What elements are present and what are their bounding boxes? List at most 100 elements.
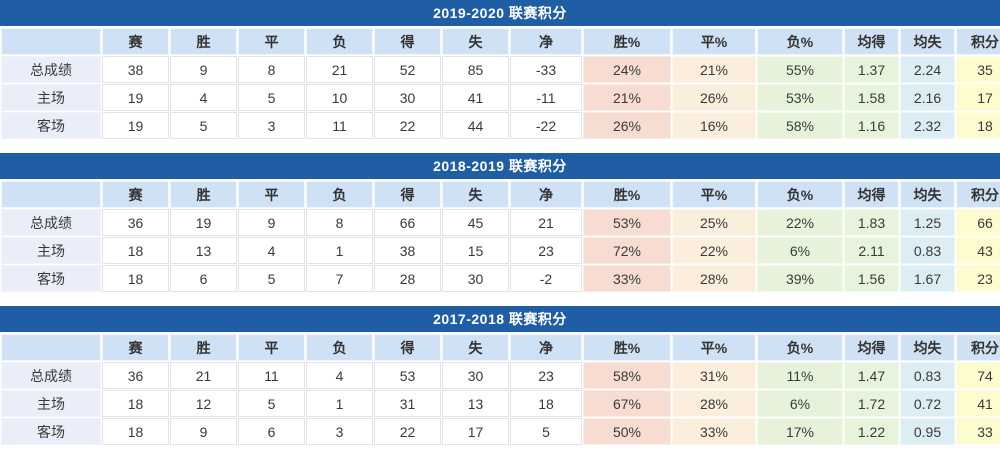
cell-avg-for: 1.56 bbox=[844, 265, 899, 292]
column-header-avg-against: 均失 bbox=[900, 28, 955, 55]
cell-wins: 13 bbox=[170, 237, 237, 264]
table-row-away: 客场 18 6 5 7 28 30 -2 33% 28% 39% 1.56 1.67 23 bbox=[1, 265, 1000, 292]
cell-draws: 5 bbox=[238, 265, 305, 292]
cell-draw-pct: 28% bbox=[672, 390, 756, 417]
cell-points: 66 bbox=[956, 209, 1000, 236]
column-header-row-label bbox=[1, 181, 101, 208]
column-header-goal-diff: 净 bbox=[510, 334, 582, 361]
cell-avg-for: 1.58 bbox=[844, 84, 899, 111]
cell-avg-against: 2.24 bbox=[900, 56, 955, 83]
cell-win-pct: 26% bbox=[583, 112, 671, 139]
cell-wins: 19 bbox=[170, 209, 237, 236]
cell-goals-for: 30 bbox=[374, 84, 441, 111]
cell-draws: 8 bbox=[238, 56, 305, 83]
cell-goal-diff: -11 bbox=[510, 84, 582, 111]
column-header-goal-diff: 净 bbox=[510, 181, 582, 208]
cell-avg-for: 1.16 bbox=[844, 112, 899, 139]
cell-wins: 12 bbox=[170, 390, 237, 417]
column-header-goals-for: 得 bbox=[374, 181, 441, 208]
cell-win-pct: 50% bbox=[583, 418, 671, 445]
cell-losses: 8 bbox=[306, 209, 373, 236]
column-header-win-pct: 胜% bbox=[583, 334, 671, 361]
cell-goal-diff: 23 bbox=[510, 237, 582, 264]
cell-draw-pct: 31% bbox=[672, 362, 756, 389]
cell-goal-diff: -22 bbox=[510, 112, 582, 139]
cell-draw-pct: 16% bbox=[672, 112, 756, 139]
cell-goal-diff: -2 bbox=[510, 265, 582, 292]
column-header-win-pct: 胜% bbox=[583, 28, 671, 55]
row-label: 客场 bbox=[1, 418, 101, 445]
column-header-wins: 胜 bbox=[170, 334, 237, 361]
row-label: 主场 bbox=[1, 84, 101, 111]
cell-loss-pct: 6% bbox=[757, 237, 843, 264]
cell-draw-pct: 21% bbox=[672, 56, 756, 83]
column-header-goals-for: 得 bbox=[374, 334, 441, 361]
column-header-loss-pct: 负% bbox=[757, 334, 843, 361]
cell-matches: 18 bbox=[102, 265, 169, 292]
column-header-row-label bbox=[1, 28, 101, 55]
table-row-total: 总成绩 36 21 11 4 53 30 23 58% 31% 11% 1.47 0.83 74 bbox=[1, 362, 1000, 389]
column-header-wins: 胜 bbox=[170, 181, 237, 208]
cell-loss-pct: 22% bbox=[757, 209, 843, 236]
cell-win-pct: 53% bbox=[583, 209, 671, 236]
cell-draws: 5 bbox=[238, 84, 305, 111]
column-header-avg-against: 均失 bbox=[900, 181, 955, 208]
column-header-goals-against: 失 bbox=[442, 181, 509, 208]
cell-goal-diff: 5 bbox=[510, 418, 582, 445]
column-header-losses: 负 bbox=[306, 334, 373, 361]
cell-avg-against: 2.16 bbox=[900, 84, 955, 111]
column-header-losses: 负 bbox=[306, 181, 373, 208]
cell-matches: 18 bbox=[102, 418, 169, 445]
cell-draws: 9 bbox=[238, 209, 305, 236]
column-header-avg-for: 均得 bbox=[844, 181, 899, 208]
cell-avg-for: 1.72 bbox=[844, 390, 899, 417]
column-header-points: 积分 bbox=[956, 28, 1000, 55]
cell-win-pct: 21% bbox=[583, 84, 671, 111]
cell-goals-for: 31 bbox=[374, 390, 441, 417]
column-header-loss-pct: 负% bbox=[757, 28, 843, 55]
cell-draw-pct: 33% bbox=[672, 418, 756, 445]
cell-points: 17 bbox=[956, 84, 1000, 111]
season-title: 2018-2019 联赛积分 bbox=[0, 153, 1000, 179]
table-row-home: 主场 19 4 5 10 30 41 -11 21% 26% 53% 1.58 2.16 17 bbox=[1, 84, 1000, 111]
cell-goals-for: 22 bbox=[374, 112, 441, 139]
cell-losses: 11 bbox=[306, 112, 373, 139]
cell-goals-against: 17 bbox=[442, 418, 509, 445]
cell-goals-against: 85 bbox=[442, 56, 509, 83]
column-header-draw-pct: 平% bbox=[672, 28, 756, 55]
column-header-draws: 平 bbox=[238, 334, 305, 361]
column-header-matches: 赛 bbox=[102, 334, 169, 361]
cell-avg-against: 1.25 bbox=[900, 209, 955, 236]
cell-points: 35 bbox=[956, 56, 1000, 83]
cell-win-pct: 24% bbox=[583, 56, 671, 83]
cell-matches: 36 bbox=[102, 209, 169, 236]
cell-win-pct: 33% bbox=[583, 265, 671, 292]
table-row-home: 主场 18 13 4 1 38 15 23 72% 22% 6% 2.11 0.83 43 bbox=[1, 237, 1000, 264]
cell-goals-against: 30 bbox=[442, 362, 509, 389]
cell-points: 74 bbox=[956, 362, 1000, 389]
cell-losses: 7 bbox=[306, 265, 373, 292]
row-label: 客场 bbox=[1, 265, 101, 292]
cell-matches: 19 bbox=[102, 84, 169, 111]
column-header-row: 赛胜平负得失净胜% 平% 负% 均得 均失 积分 bbox=[1, 181, 1000, 208]
cell-loss-pct: 39% bbox=[757, 265, 843, 292]
cell-loss-pct: 55% bbox=[757, 56, 843, 83]
column-header-row-label bbox=[1, 334, 101, 361]
column-header-draw-pct: 平% bbox=[672, 334, 756, 361]
table-row-total: 总成绩 36 19 9 8 66 45 21 53% 25% 22% 1.83 1.25 66 bbox=[1, 209, 1000, 236]
table-row-total: 总成绩 38 9 8 21 52 85 -33 24% 21% 55% 1.37 2.24 35 bbox=[1, 56, 1000, 83]
cell-draws: 5 bbox=[238, 390, 305, 417]
column-header-avg-for: 均得 bbox=[844, 334, 899, 361]
cell-win-pct: 72% bbox=[583, 237, 671, 264]
cell-wins: 5 bbox=[170, 112, 237, 139]
season-table-section: 2019-2020 联赛积分赛胜平负得失净胜% 平% 负% 均得 均失 积分 总成绩 38 9 8… bbox=[0, 0, 1000, 140]
stats-table: 赛胜平负得失净胜% 平% 负% 均得 均失 积分 总成绩 36 21 11 4 53 30 23 58% 31… bbox=[0, 333, 1000, 446]
row-label: 客场 bbox=[1, 112, 101, 139]
column-header-draws: 平 bbox=[238, 28, 305, 55]
cell-avg-for: 1.47 bbox=[844, 362, 899, 389]
cell-goals-against: 45 bbox=[442, 209, 509, 236]
cell-avg-against: 0.83 bbox=[900, 362, 955, 389]
cell-matches: 36 bbox=[102, 362, 169, 389]
season-table-section: 2018-2019 联赛积分赛胜平负得失净胜% 平% 负% 均得 均失 积分 总成绩 36 19… bbox=[0, 153, 1000, 293]
season-table-section: 2017-2018 联赛积分赛胜平负得失净胜% 平% 负% 均得 均失 积分 总成绩 36 21… bbox=[0, 306, 1000, 446]
